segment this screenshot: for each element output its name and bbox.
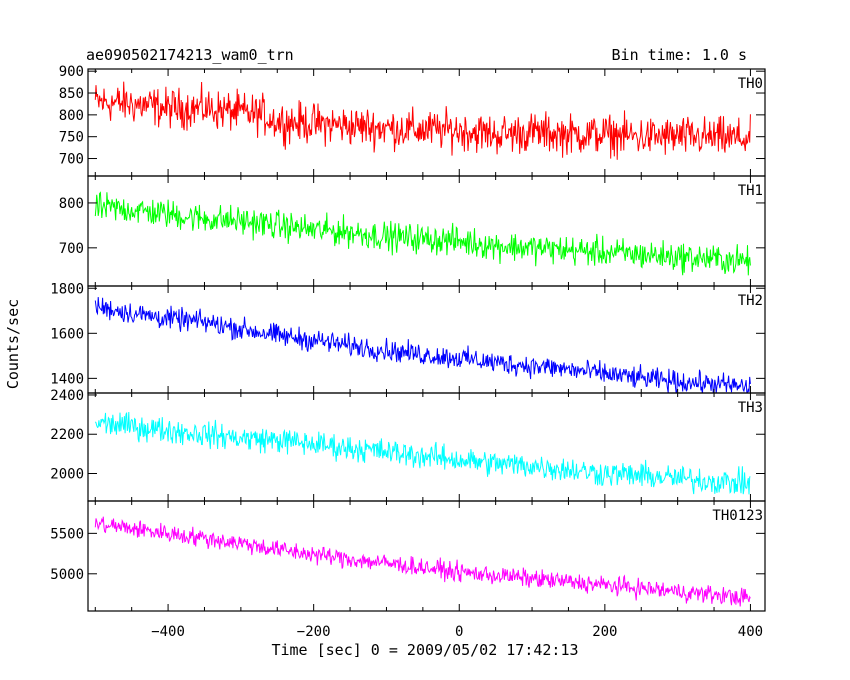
y-tick-label-th0-850: 850 xyxy=(59,86,84,102)
x-tick-label--400: −400 xyxy=(151,624,185,640)
series-line-th1 xyxy=(94,191,751,276)
x-tick-label-0: 0 xyxy=(455,624,463,640)
series-line-th0123 xyxy=(94,516,751,607)
bin-time-label: Bin time: 1.0 s xyxy=(612,46,747,64)
panel-label-th0123: TH0123 xyxy=(712,508,763,524)
x-tick-label-200: 200 xyxy=(592,624,617,640)
x-axis-label: Time [sec] 0 = 2009/05/02 17:42:13 xyxy=(271,641,578,659)
y-tick-label-th0-800: 800 xyxy=(59,108,84,124)
y-tick-label-th0-750: 750 xyxy=(59,130,84,146)
y-tick-label-th1-800: 800 xyxy=(59,196,84,212)
panels-group: 700 750 800 850 900 TH0 700 800 TH1 1400 1600 1800 T… xyxy=(50,64,766,640)
chart-title: ae090502174213_wam0_trn xyxy=(86,46,294,64)
y-tick-label-th0-700: 700 xyxy=(59,152,84,168)
panel-frame-th0123 xyxy=(87,500,766,612)
x-tick-label--200: −200 xyxy=(297,624,331,640)
panel-label-th0: TH0 xyxy=(738,76,763,92)
y-tick-label-th0123-5500: 5500 xyxy=(50,526,84,542)
y-tick-label-th3-2000: 2000 xyxy=(50,467,84,483)
y-tick-label-th0-900: 900 xyxy=(59,64,84,80)
x-tick-label-400: 400 xyxy=(738,624,763,640)
y-tick-label-th3-2400: 2400 xyxy=(50,388,84,404)
y-tick-label-th1-700: 700 xyxy=(59,241,84,257)
panel-frame-th2 xyxy=(87,285,766,394)
panel-label-th3: TH3 xyxy=(738,400,763,416)
panel-label-th1: TH1 xyxy=(738,183,763,199)
panel-label-th2: TH2 xyxy=(738,293,763,309)
series-line-th0 xyxy=(94,81,751,160)
y-tick-label-th2-1600: 1600 xyxy=(50,326,84,342)
y-tick-label-th2-1800: 1800 xyxy=(50,281,84,297)
y-tick-label-th2-1400: 1400 xyxy=(50,371,84,387)
panel-frame-th1 xyxy=(87,175,766,287)
series-line-th3 xyxy=(94,411,751,495)
y-axis-label: Counts/sec xyxy=(4,299,22,389)
series-line-th2 xyxy=(94,297,751,393)
y-tick-label-th3-2200: 2200 xyxy=(50,427,84,443)
y-tick-label-th0123-5000: 5000 xyxy=(50,567,84,583)
panel-frame-th3 xyxy=(87,392,766,502)
